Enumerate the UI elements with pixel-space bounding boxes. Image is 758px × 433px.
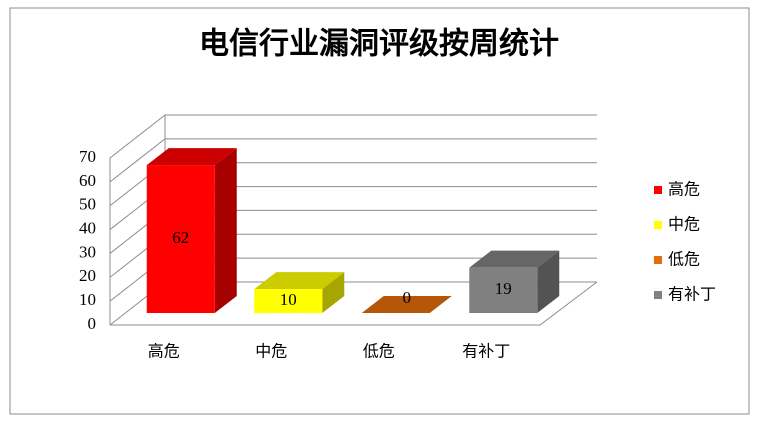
x-tick-label: 高危 (148, 342, 180, 361)
data-label: 0 (403, 288, 412, 307)
x-tick-label: 有补丁 (462, 342, 510, 361)
y-tick-label: 70 (79, 147, 96, 166)
bar (146, 165, 215, 313)
bar-top (146, 148, 237, 166)
bar (254, 289, 323, 313)
legend-label: 有补丁 (668, 285, 716, 304)
legend-label: 中危 (668, 215, 700, 234)
bar-side (537, 250, 560, 313)
data-label: 62 (172, 228, 189, 247)
y-tick-label: 50 (79, 195, 96, 214)
y-tick-label: 10 (79, 290, 96, 309)
legend-label: 高危 (668, 180, 700, 199)
bar-side (214, 148, 237, 313)
floor (110, 281, 598, 326)
y-tick-label: 40 (79, 218, 96, 237)
y-tick-label: 30 (79, 242, 96, 261)
x-tick-label: 低危 (363, 342, 395, 361)
bar (469, 267, 538, 313)
legend-label: 低危 (668, 250, 700, 269)
data-label: 10 (280, 290, 297, 309)
bar-top (469, 250, 560, 268)
y-tick-label: 0 (88, 314, 97, 333)
legend-swatch (654, 221, 662, 229)
data-label: 19 (495, 279, 512, 298)
bar-top (361, 296, 452, 313)
y-tick-label: 60 (79, 171, 96, 190)
x-tick-label: 中危 (255, 342, 287, 361)
legend-swatch (654, 291, 662, 299)
bar-top (254, 272, 345, 290)
bar-side (322, 272, 345, 313)
y-tick-label: 20 (79, 266, 96, 285)
chart-title: 电信行业漏洞评级按周统计 (199, 27, 559, 62)
legend-swatch (654, 256, 662, 264)
legend-swatch (654, 186, 662, 194)
